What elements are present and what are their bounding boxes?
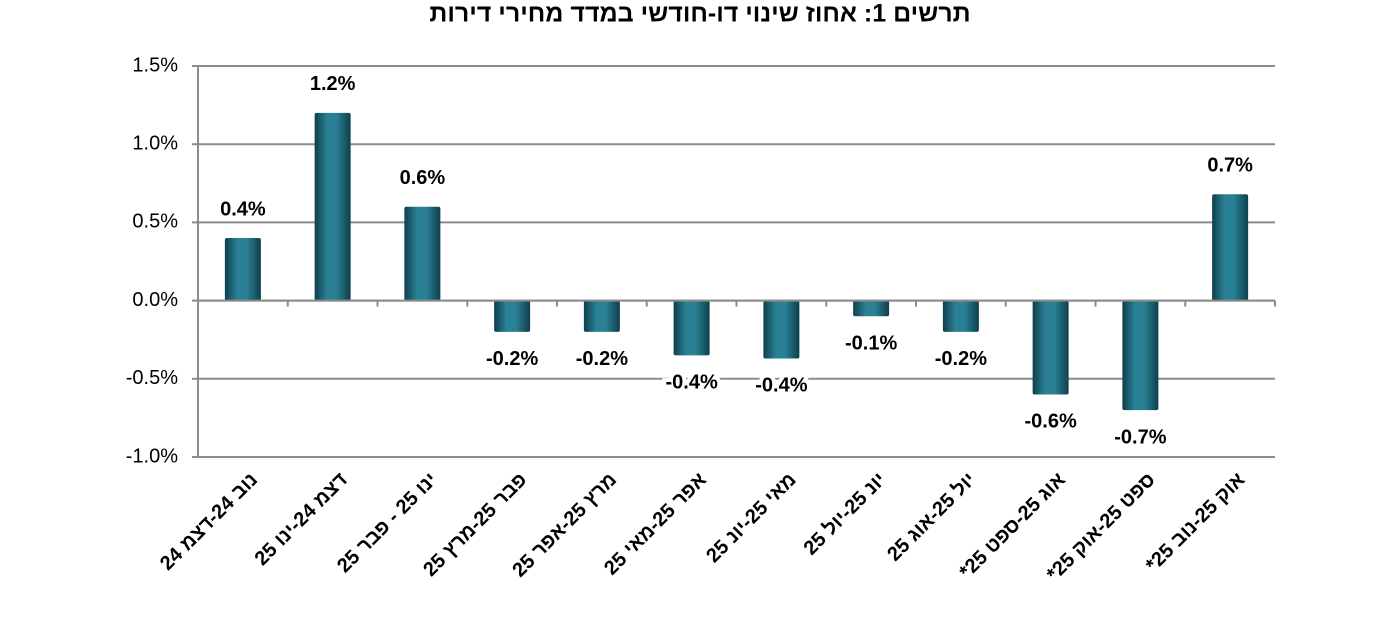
bar	[1032, 300, 1069, 395]
value-label: -0.1%	[845, 333, 897, 355]
bar	[404, 206, 441, 301]
bar	[224, 238, 261, 301]
bar	[763, 300, 800, 359]
value-label: 0.4%	[220, 198, 266, 220]
y-tick-label: -0.5%	[126, 367, 178, 389]
chart-title: תרשים 1: אחוז שינוי דו-חודשי במדד מחירי …	[429, 0, 970, 28]
y-tick-label: 0.5%	[132, 211, 178, 233]
value-label: -0.6%	[1025, 411, 1077, 433]
value-label: -0.7%	[1114, 426, 1166, 448]
bar	[1122, 300, 1159, 411]
bar	[1212, 194, 1249, 301]
bar	[494, 300, 531, 332]
x-tick-label: דצמ 24-ינו 25	[251, 468, 353, 570]
x-tick-label: מאי 25-יונ 25	[702, 469, 800, 567]
value-label: -0.2%	[935, 348, 987, 370]
y-tick-label: 1.5%	[132, 54, 178, 76]
bar	[942, 300, 979, 332]
y-tick-label: -1.0%	[126, 445, 178, 467]
x-tick-label: יונ 25-יול 25	[800, 469, 891, 560]
bar	[314, 112, 351, 301]
value-label: -0.4%	[666, 372, 718, 394]
bar	[673, 300, 710, 356]
value-label: -0.2%	[486, 348, 538, 370]
y-tick-label: 1.0%	[132, 132, 178, 154]
x-tick-label: יול 25-אוג 25	[883, 469, 980, 566]
value-label: 0.6%	[400, 167, 446, 189]
bar	[583, 300, 620, 332]
x-tick-label: נוב 24-דצמ 24	[156, 469, 262, 575]
bar	[853, 300, 890, 317]
y-tick-label: 0.0%	[132, 289, 178, 311]
value-label: -0.2%	[576, 348, 628, 370]
value-label: -0.4%	[755, 375, 807, 397]
value-label: 0.7%	[1207, 155, 1253, 177]
value-label: 1.2%	[310, 73, 356, 95]
